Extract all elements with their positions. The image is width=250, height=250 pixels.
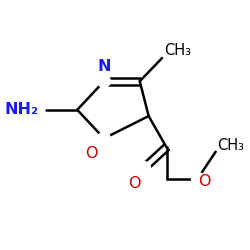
- Text: CH₃: CH₃: [218, 138, 244, 153]
- Text: CH₃: CH₃: [164, 44, 191, 59]
- Circle shape: [192, 172, 204, 185]
- Text: N: N: [97, 59, 111, 74]
- Circle shape: [138, 162, 150, 174]
- Circle shape: [98, 132, 110, 145]
- Circle shape: [98, 75, 110, 88]
- Text: NH₂: NH₂: [5, 102, 39, 117]
- Text: O: O: [198, 174, 210, 189]
- Text: O: O: [128, 176, 141, 191]
- Text: O: O: [85, 146, 98, 160]
